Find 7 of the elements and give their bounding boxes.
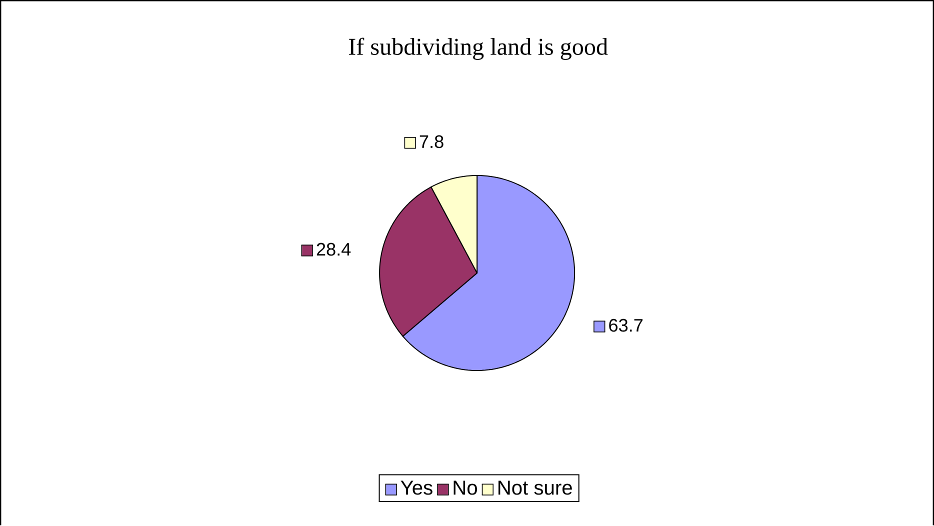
legend-label: Yes bbox=[400, 480, 432, 495]
legend-label: Not sure bbox=[498, 480, 572, 495]
data-label: 28.4 bbox=[316, 242, 351, 256]
data-label: 7.8 bbox=[420, 135, 444, 148]
legend-label: No bbox=[454, 480, 477, 495]
data-label: 63.7 bbox=[609, 318, 643, 332]
chart-title: If subdividing land is good bbox=[348, 38, 608, 60]
